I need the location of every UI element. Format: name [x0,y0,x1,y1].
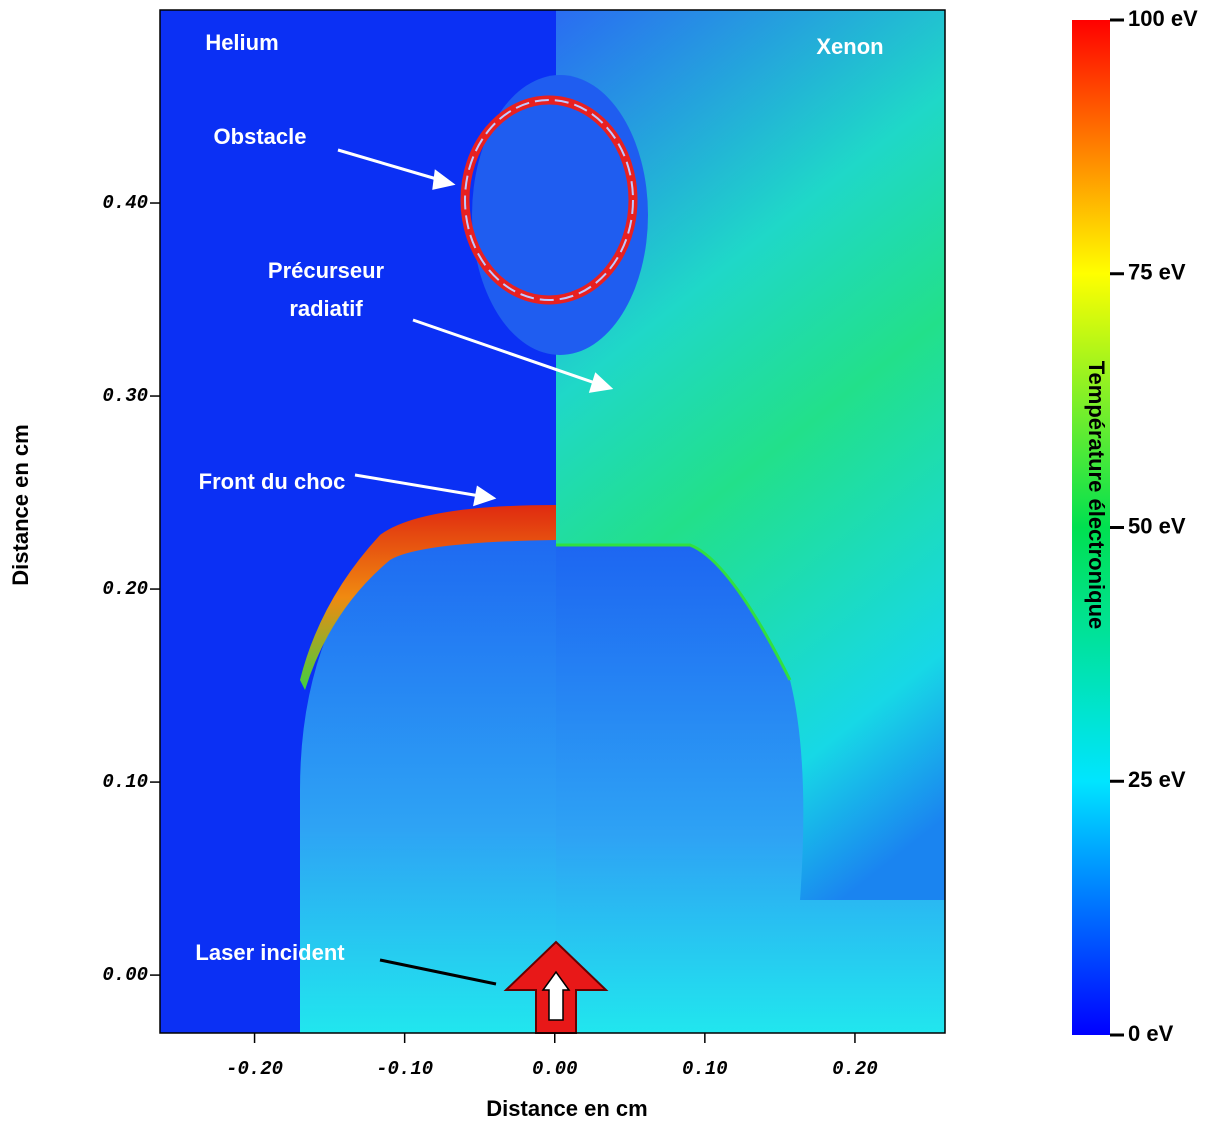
colorbar-tick-label: 100 eV [1128,6,1198,31]
x-axis-label: Distance en cm [486,1096,647,1121]
annotation: Front du choc [199,469,346,494]
x-tick-label: 0.10 [682,1058,728,1080]
panel-label: Helium [205,30,278,55]
colorbar [1072,20,1110,1035]
x-tick-label: -0.20 [226,1058,283,1080]
x-tick-label: -0.10 [376,1058,433,1080]
x-tick-label: 0.00 [532,1058,578,1080]
y-axis-label: Distance en cm [8,424,33,585]
y-tick-label: 0.40 [102,192,148,214]
colorbar-tick-label: 0 eV [1128,1021,1174,1046]
colorbar-label: Température électronique [1084,361,1109,630]
y-tick-label: 0.30 [102,385,148,407]
y-tick-label: 0.20 [102,578,148,600]
field-image [160,10,945,1034]
colorbar-tick-label: 25 eV [1128,767,1186,792]
colorbar-tick-label: 50 eV [1128,513,1186,538]
y-tick-label: 0.10 [102,771,148,793]
colorbar-tick-label: 75 eV [1128,260,1186,285]
annotation: Précurseur [268,258,385,283]
panel-label: Xenon [816,34,883,59]
y-tick-label: 0.00 [102,964,148,986]
annotation: Laser incident [195,940,345,965]
annotation: radiatif [289,296,363,321]
plot-frame [159,9,946,1034]
x-tick-label: 0.20 [832,1058,878,1080]
annotation: Obstacle [214,124,307,149]
